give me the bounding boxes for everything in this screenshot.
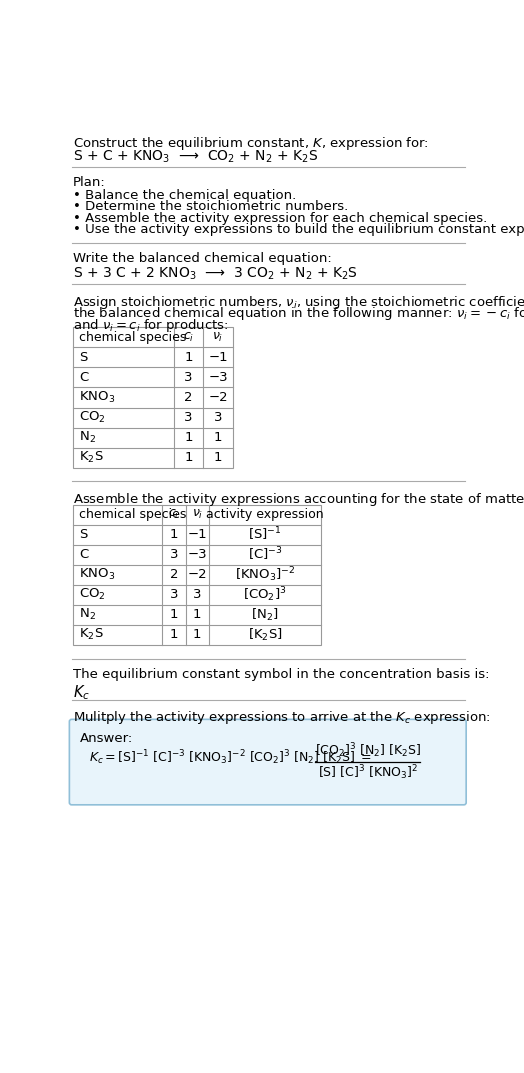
Bar [73,504,321,645]
Text: Answer:: Answer: [80,733,133,746]
Text: Construct the equilibrium constant, $K$, expression for:: Construct the equilibrium constant, $K$,… [73,135,429,152]
Text: and $\nu_i = c_i$ for products:: and $\nu_i = c_i$ for products: [73,317,229,334]
Text: 3: 3 [193,588,202,601]
Text: Mulitply the activity expressions to arrive at the $K_c$ expression:: Mulitply the activity expressions to arr… [73,709,491,726]
Text: 1: 1 [170,528,178,541]
Text: [CO$_2$]$^{3}$: [CO$_2$]$^{3}$ [243,585,287,604]
Text: −3: −3 [209,371,228,384]
Text: S + C + KNO$_3$  ⟶  CO$_2$ + N$_2$ + K$_2$S: S + C + KNO$_3$ ⟶ CO$_2$ + N$_2$ + K$_2$… [73,149,319,165]
Text: −1: −1 [209,351,228,364]
Text: 2: 2 [184,391,193,405]
Text: K$_2$S: K$_2$S [80,450,104,465]
Text: the balanced chemical equation in the following manner: $\nu_i = -c_i$ for react: the balanced chemical equation in the fo… [73,305,524,322]
Text: [KNO$_3$]$^{-2}$: [KNO$_3$]$^{-2}$ [235,565,296,584]
Text: $\nu_i$: $\nu_i$ [213,330,224,344]
Text: 1: 1 [184,351,193,364]
Text: Assemble the activity expressions accounting for the state of matter and $\nu_i$: Assemble the activity expressions accoun… [73,490,524,508]
Text: 1: 1 [193,608,202,621]
Text: 3: 3 [184,411,193,424]
Text: • Use the activity expressions to build the equilibrium constant expression.: • Use the activity expressions to build … [73,223,524,236]
Text: S: S [80,528,88,541]
Text: C: C [80,548,89,561]
Text: 2: 2 [170,568,178,582]
Text: [C]$^{-3}$: [C]$^{-3}$ [248,546,282,563]
Text: Assign stoichiometric numbers, $\nu_i$, using the stoichiometric coefficients, $: Assign stoichiometric numbers, $\nu_i$, … [73,294,524,310]
Text: 1: 1 [170,608,178,621]
Text: N$_2$: N$_2$ [80,607,96,622]
Text: Write the balanced chemical equation:: Write the balanced chemical equation: [73,252,332,265]
Text: chemical species: chemical species [80,508,187,521]
Text: The equilibrium constant symbol in the concentration basis is:: The equilibrium constant symbol in the c… [73,667,490,680]
Text: 1: 1 [193,628,202,642]
Text: chemical species: chemical species [80,330,187,344]
Text: CO$_2$: CO$_2$ [80,587,106,602]
Text: [K$_2$S]: [K$_2$S] [248,627,282,643]
Text: −3: −3 [188,548,207,561]
Text: 1: 1 [184,451,193,464]
Text: −1: −1 [188,528,207,541]
Bar [73,327,233,468]
Text: CO$_2$: CO$_2$ [80,410,106,425]
Text: 1: 1 [184,431,193,444]
Text: 3: 3 [214,411,222,424]
Text: $c_i$: $c_i$ [168,508,180,521]
Text: 3: 3 [170,588,178,601]
Text: KNO$_3$: KNO$_3$ [80,389,116,405]
Text: N$_2$: N$_2$ [80,430,96,445]
Text: $\nu_i$: $\nu_i$ [192,508,203,521]
Text: [CO$_2$]$^3$ [N$_2$] [K$_2$S]: [CO$_2$]$^3$ [N$_2$] [K$_2$S] [314,741,421,760]
Text: [N$_2$]: [N$_2$] [252,606,279,622]
Text: • Balance the chemical equation.: • Balance the chemical equation. [73,189,297,202]
Text: 1: 1 [214,451,222,464]
Text: K$_2$S: K$_2$S [80,627,104,643]
Text: −2: −2 [209,391,228,405]
Text: −2: −2 [188,568,207,582]
Text: KNO$_3$: KNO$_3$ [80,567,116,583]
FancyBboxPatch shape [69,719,466,805]
Text: activity expression: activity expression [206,508,324,521]
Text: S + 3 C + 2 KNO$_3$  ⟶  3 CO$_2$ + N$_2$ + K$_2$S: S + 3 C + 2 KNO$_3$ ⟶ 3 CO$_2$ + N$_2$ +… [73,266,358,282]
Text: 1: 1 [170,628,178,642]
Text: $c_i$: $c_i$ [183,330,194,344]
Text: 3: 3 [170,548,178,561]
Text: [S] [C]$^3$ [KNO$_3$]$^2$: [S] [C]$^3$ [KNO$_3$]$^2$ [318,763,418,782]
Text: S: S [80,351,88,364]
Text: C: C [80,371,89,384]
Text: • Determine the stoichiometric numbers.: • Determine the stoichiometric numbers. [73,201,348,214]
Text: $K_c = $[S]$^{-1}$ [C]$^{-3}$ [KNO$_3$]$^{-2}$ [CO$_2$]$^{3}$ [N$_2$] [K$_2$S] $: $K_c = $[S]$^{-1}$ [C]$^{-3}$ [KNO$_3$]$… [89,748,372,766]
Text: [S]$^{-1}$: [S]$^{-1}$ [248,526,282,543]
Text: • Assemble the activity expression for each chemical species.: • Assemble the activity expression for e… [73,212,487,225]
Text: $K_c$: $K_c$ [73,684,90,702]
Text: 1: 1 [214,431,222,444]
Text: Plan:: Plan: [73,176,106,190]
Text: 3: 3 [184,371,193,384]
